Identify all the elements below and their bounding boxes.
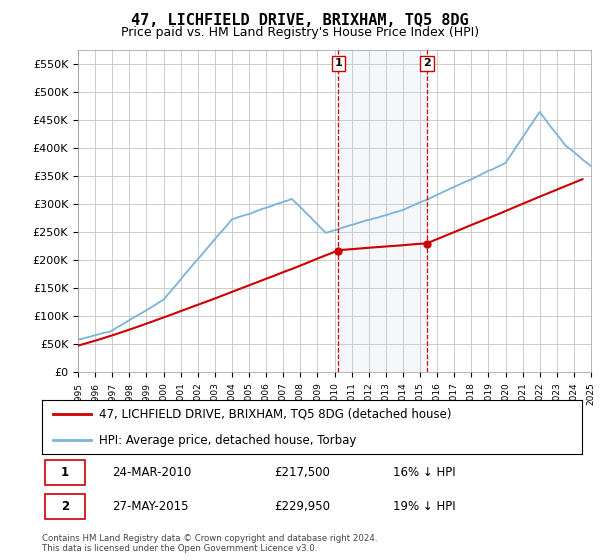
Text: £217,500: £217,500 — [274, 466, 330, 479]
Text: 16% ↓ HPI: 16% ↓ HPI — [393, 466, 455, 479]
Text: 19% ↓ HPI: 19% ↓ HPI — [393, 500, 455, 512]
FancyBboxPatch shape — [45, 460, 85, 485]
Text: 1: 1 — [335, 58, 343, 68]
Text: Contains HM Land Registry data © Crown copyright and database right 2024.
This d: Contains HM Land Registry data © Crown c… — [42, 534, 377, 553]
Text: 47, LICHFIELD DRIVE, BRIXHAM, TQ5 8DG (detached house): 47, LICHFIELD DRIVE, BRIXHAM, TQ5 8DG (d… — [98, 407, 451, 420]
Text: 2: 2 — [61, 500, 69, 512]
Bar — [338, 50, 427, 372]
FancyBboxPatch shape — [45, 494, 85, 519]
Text: 27-MAY-2015: 27-MAY-2015 — [112, 500, 189, 512]
Text: 2: 2 — [423, 58, 431, 68]
Text: 47, LICHFIELD DRIVE, BRIXHAM, TQ5 8DG: 47, LICHFIELD DRIVE, BRIXHAM, TQ5 8DG — [131, 13, 469, 29]
Text: HPI: Average price, detached house, Torbay: HPI: Average price, detached house, Torb… — [98, 434, 356, 447]
Text: £229,950: £229,950 — [274, 500, 330, 512]
Text: Price paid vs. HM Land Registry's House Price Index (HPI): Price paid vs. HM Land Registry's House … — [121, 26, 479, 39]
Text: 24-MAR-2010: 24-MAR-2010 — [112, 466, 191, 479]
Text: 1: 1 — [61, 466, 69, 479]
